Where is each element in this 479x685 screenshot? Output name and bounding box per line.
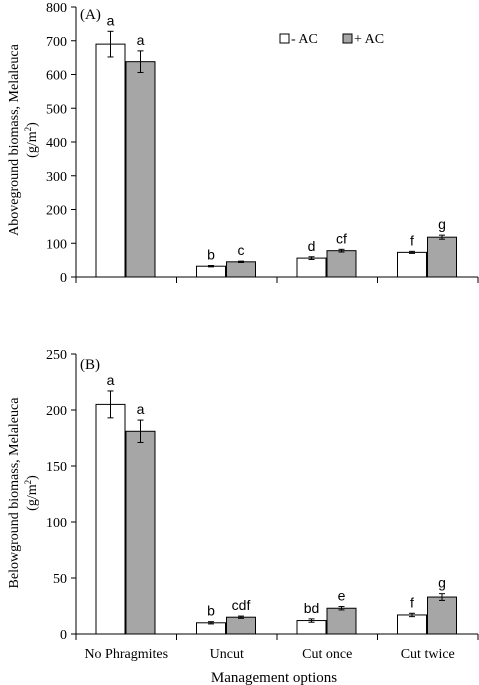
- panel-b-bar-minus-ac: [196, 622, 226, 635]
- panel-a-bar-minus-ac: [397, 251, 427, 278]
- panel-a-ylabel-unit-base: (g/m: [25, 131, 40, 158]
- panel-b-y-tick-label: 100: [46, 516, 67, 531]
- panel-a-y-tick-label: 100: [46, 237, 67, 252]
- x-category-label: Uncut: [210, 647, 244, 662]
- panel-b-ylabel-unit-sup: 2: [23, 480, 33, 485]
- panel-a-y-tick-label: 500: [46, 102, 67, 117]
- panel-b-significance-letter: f: [410, 594, 414, 610]
- panel-b-bar-plus-ac: [427, 596, 457, 635]
- panel-b-bar-plus-ac: [125, 430, 156, 635]
- panel-a-aboveground: (A) Aboveground biomass, Melaleuca (g/m2…: [7, 1, 479, 286]
- panel-a-y-tick-label: 600: [46, 69, 67, 84]
- panel-b-y-tick-label: 150: [46, 460, 67, 475]
- panel-a-bar-minus-ac: [196, 265, 226, 278]
- x-category-label: Cut once: [302, 647, 352, 662]
- panel-a-ylabel: Aboveground biomass, Melaleuca: [7, 43, 22, 235]
- panel-a-label: (A): [80, 7, 101, 23]
- panel-b-ylabel-unit-base: (g/m: [25, 484, 40, 511]
- panel-b-bar-minus-ac: [397, 614, 427, 635]
- panel-b-significance-letter: bd: [304, 600, 320, 616]
- panel-b-label: (B): [80, 357, 100, 373]
- panel-a-bar-minus-ac: [95, 43, 126, 278]
- panel-a-significance-letter: a: [137, 32, 145, 48]
- panel-b-significance-letter: cdf: [232, 597, 251, 613]
- panel-a-y-tick-label: 400: [46, 136, 67, 151]
- panel-a-y-tick-label: 300: [46, 170, 67, 185]
- panel-a-bar-plus-ac: [226, 261, 256, 278]
- panel-a-bar-plus-ac: [427, 236, 457, 278]
- panel-b-ylabel-unit: (g/m2): [23, 475, 40, 511]
- panel-b-bar-plus-ac: [226, 616, 256, 635]
- legend: - AC + AC: [279, 32, 384, 47]
- panel-a-bar-minus-ac: [296, 257, 327, 278]
- panel-b-significance-letter: a: [137, 401, 145, 417]
- panel-b-ylabel: Belowground biomass, Melaleuca: [7, 397, 22, 589]
- panel-b-significance-letter: g: [438, 575, 446, 591]
- panel-a-y-tick-label: 0: [60, 271, 67, 286]
- panel-a-significance-letter: b: [207, 247, 215, 263]
- panel-b-y-tick-label: 0: [60, 628, 67, 643]
- panel-a-significance-letter: c: [238, 242, 245, 258]
- panel-a-significance-letter: d: [308, 238, 316, 254]
- legend-swatch-minus-ac: [279, 33, 290, 44]
- x-category-label: Cut twice: [401, 647, 455, 662]
- legend-swatch-plus-ac: [342, 33, 353, 44]
- panel-a-bar-plus-ac: [326, 250, 357, 278]
- panel-b-belowground: (B) Belowground biomass, Melaleuca (g/m2…: [7, 348, 479, 685]
- legend-label-minus-ac: - AC: [291, 32, 318, 47]
- legend-label-plus-ac: + AC: [354, 32, 384, 47]
- panel-a-y-tick-label: 200: [46, 204, 67, 219]
- panel-a-significance-letter: a: [107, 12, 115, 28]
- panel-a-ylabel-unit-sup: 2: [23, 127, 33, 132]
- panel-a-ylabel-unit: (g/m2): [23, 122, 40, 158]
- panel-b-bar-minus-ac: [95, 403, 126, 635]
- panel-a-y-tick-label: 800: [46, 1, 67, 16]
- panel-b-significance-letter: b: [207, 603, 215, 619]
- panel-b-ylabel-unit-end: ): [25, 475, 40, 480]
- panel-b-y-tick-label: 50: [53, 572, 67, 587]
- panel-a-significance-letter: f: [410, 232, 414, 248]
- panel-a-significance-letter: g: [438, 216, 446, 232]
- panel-a-ylabel-unit-end: ): [25, 122, 40, 127]
- panel-a-bar-plus-ac: [125, 61, 156, 278]
- x-axis-label: Management options: [211, 670, 337, 685]
- panel-b-significance-letter: a: [107, 372, 115, 388]
- panel-a-significance-letter: cf: [336, 230, 347, 246]
- panel-b-y-tick-label: 200: [46, 404, 67, 419]
- panel-b-y-tick-label: 250: [46, 348, 67, 363]
- panel-b-significance-letter: e: [338, 588, 346, 604]
- x-category-label: No Phragmites: [84, 647, 168, 662]
- panel-b-bar-plus-ac: [326, 607, 357, 635]
- panel-a-y-tick-label: 700: [46, 35, 67, 50]
